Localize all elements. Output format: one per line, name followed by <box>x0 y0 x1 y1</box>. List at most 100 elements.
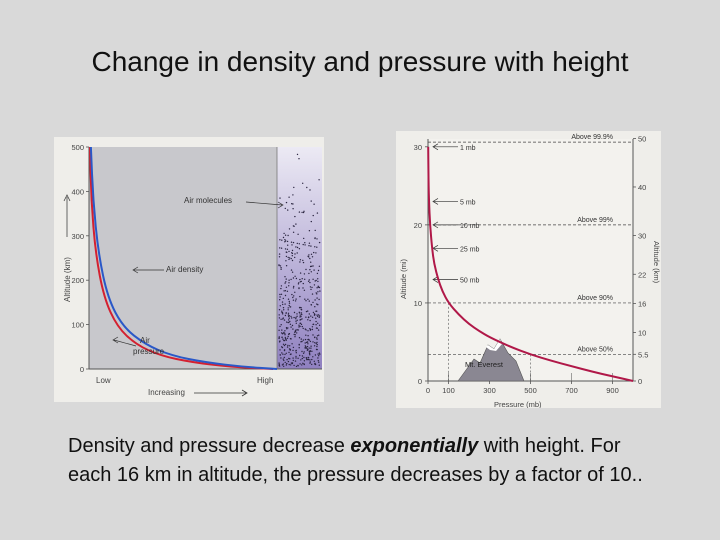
molecule-dot <box>300 323 303 326</box>
molecule-dot <box>280 357 282 359</box>
molecule-dot <box>310 347 312 349</box>
level-label: Above 99.9% <box>571 134 613 141</box>
molecule-dot <box>318 334 320 336</box>
molecule-dot <box>278 256 281 258</box>
molecule-dot <box>311 286 313 289</box>
molecule-dot <box>301 364 303 366</box>
molecule-dot <box>293 333 295 336</box>
molecule-dot <box>284 248 287 250</box>
molecule-dot <box>309 354 311 356</box>
molecule-dot <box>291 362 294 364</box>
molecule-dot <box>286 290 289 292</box>
molecule-dot <box>309 350 312 352</box>
molecule-dot <box>306 358 308 361</box>
molecule-dot <box>301 350 303 353</box>
molecule-dot <box>298 211 301 213</box>
molecule-dot <box>295 277 298 280</box>
molecule-dot <box>309 319 311 322</box>
molecule-dot <box>298 311 300 313</box>
molecule-dot <box>281 312 284 314</box>
molecule-dot <box>287 319 290 321</box>
molecule-dot <box>279 197 281 199</box>
molecule-dot <box>305 347 307 349</box>
y-tick-label-right: 30 <box>638 231 646 240</box>
molecule-dot <box>280 318 282 320</box>
y-tick-label: 200 <box>71 276 84 285</box>
molecule-dot <box>293 186 295 189</box>
molecule-dot <box>292 231 295 233</box>
molecule-dot <box>304 345 306 347</box>
molecule-dot <box>319 353 321 355</box>
molecule-dot <box>316 338 318 340</box>
molecule-dot <box>302 352 305 354</box>
x-tick-label: 900 <box>606 386 619 395</box>
molecule-dot <box>303 237 305 240</box>
air-pressure-curve <box>88 146 274 370</box>
molecule-dot <box>287 321 289 324</box>
molecule-dot <box>316 293 318 295</box>
molecule-dot <box>311 256 314 258</box>
molecule-dot <box>314 363 317 366</box>
molecule-dot <box>306 348 309 350</box>
molecule-dot <box>313 203 315 205</box>
molecule-dot <box>305 310 308 313</box>
molecule-dot <box>281 310 283 312</box>
molecule-dot <box>287 312 290 314</box>
molecule-dot <box>293 285 295 288</box>
molecule-dot <box>279 325 281 328</box>
molecule-dot <box>294 300 297 302</box>
molecule-dot <box>304 342 306 344</box>
molecule-dot <box>318 265 321 267</box>
molecule-dot <box>290 315 292 318</box>
molecule-dot <box>295 320 297 322</box>
molecule-dot <box>316 212 319 214</box>
molecule-dot <box>285 327 288 329</box>
molecule-dot <box>278 337 280 339</box>
molecule-dot <box>316 287 318 289</box>
molecule-dot <box>301 357 303 360</box>
molecule-dot <box>299 314 301 316</box>
molecule-dot <box>288 333 290 336</box>
molecule-dot <box>302 362 304 364</box>
x-tick-label: 300 <box>483 386 496 395</box>
molecule-dot <box>308 272 310 275</box>
molecule-dot <box>311 358 313 361</box>
molecule-dot <box>308 242 311 244</box>
molecule-dot <box>291 324 294 327</box>
y-tick-label-right: 16 <box>638 299 646 308</box>
pressure-marker-label: 10 mb <box>460 223 480 230</box>
molecule-dot <box>286 328 288 330</box>
molecule-dot <box>314 229 316 232</box>
molecule-dot <box>287 335 289 338</box>
molecule-dot <box>280 293 283 295</box>
molecule-dot <box>282 332 284 335</box>
molecule-dot <box>282 353 284 355</box>
molecule-dot <box>299 316 301 318</box>
molecule-dot <box>307 335 309 337</box>
molecule-dot <box>317 322 319 324</box>
molecule-dot <box>282 317 284 319</box>
molecule-dot <box>318 179 320 181</box>
molecule-dot <box>292 328 294 330</box>
molecule-dot <box>299 278 301 281</box>
molecule-dot <box>300 359 302 361</box>
molecule-dot <box>309 281 311 284</box>
molecule-dot <box>291 293 293 296</box>
molecule-dot <box>278 253 281 255</box>
molecule-dot <box>313 269 315 271</box>
molecule-dot <box>318 241 321 244</box>
molecule-dot <box>294 330 296 332</box>
molecule-dot <box>288 228 291 230</box>
altitude-density-svg: 0 100 200 300 400 500 Altitude (km) Air molec… <box>63 143 322 397</box>
molecule-dot <box>317 357 319 359</box>
molecule-dot <box>304 278 306 280</box>
molecule-dot <box>286 240 289 243</box>
molecule-dot <box>316 345 318 348</box>
air-density-curve <box>89 146 278 370</box>
molecule-dot <box>287 309 289 311</box>
molecule-dot <box>308 300 310 302</box>
molecule-dot <box>294 215 296 218</box>
molecule-dot <box>308 350 310 353</box>
molecule-dot <box>314 246 316 248</box>
molecule-dot <box>290 269 293 271</box>
